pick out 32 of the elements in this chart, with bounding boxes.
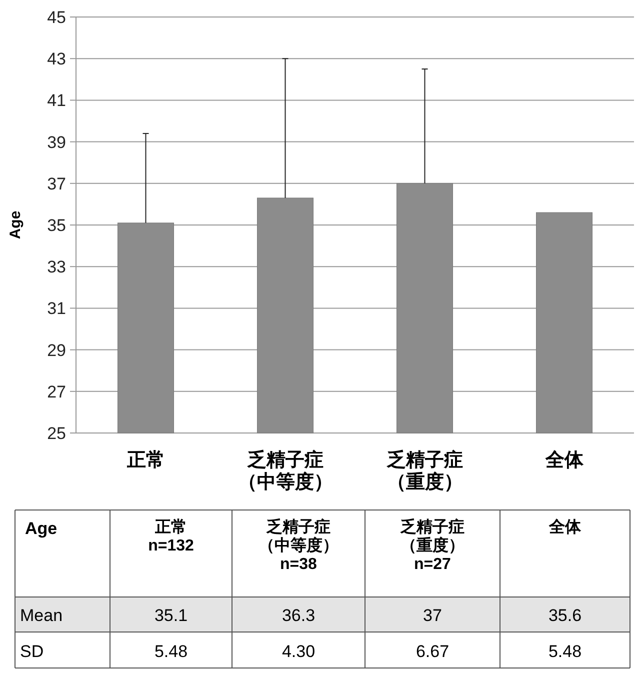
text: n=38: [280, 556, 318, 573]
x-tick-label: 乏精子症（中等度）: [238, 449, 333, 493]
y-tick-label: 35: [47, 216, 66, 235]
text: 4.30: [282, 642, 316, 661]
y-tick-label: 29: [47, 340, 66, 360]
x-tick-label: 正常: [126, 449, 165, 471]
y-tick-label: 27: [47, 382, 66, 402]
text: Age: [25, 519, 58, 538]
data-label: 35.6: [548, 606, 582, 625]
category-label: 全体: [549, 519, 581, 536]
y-tick-label: 31: [47, 299, 66, 318]
x-tick-label: 乏精子症（重度）: [386, 449, 463, 493]
y-tick-label: 39: [47, 132, 66, 152]
category-label: 正常: [155, 519, 187, 536]
text: n=27: [414, 556, 452, 573]
y-tick-label: 45: [47, 8, 66, 27]
data-label: 37: [423, 606, 442, 625]
text: 6.67: [416, 642, 450, 661]
text: 5.48: [154, 642, 188, 661]
y-tick-label: 37: [47, 174, 66, 194]
y-tick-label: 43: [47, 50, 66, 69]
text: Mean: [20, 606, 63, 625]
data-label: 36.3: [282, 606, 316, 625]
text: SD: [20, 642, 44, 661]
y-tick-label: 25: [47, 424, 66, 443]
y-tick-label: 41: [47, 91, 66, 110]
text: n=132: [148, 537, 194, 554]
y-axis-title: Age: [7, 210, 24, 240]
y-tick-label: 33: [47, 258, 66, 277]
x-tick-label: 全体: [544, 450, 584, 471]
data-label: 35.1: [154, 606, 188, 625]
text: 5.48: [548, 642, 582, 661]
